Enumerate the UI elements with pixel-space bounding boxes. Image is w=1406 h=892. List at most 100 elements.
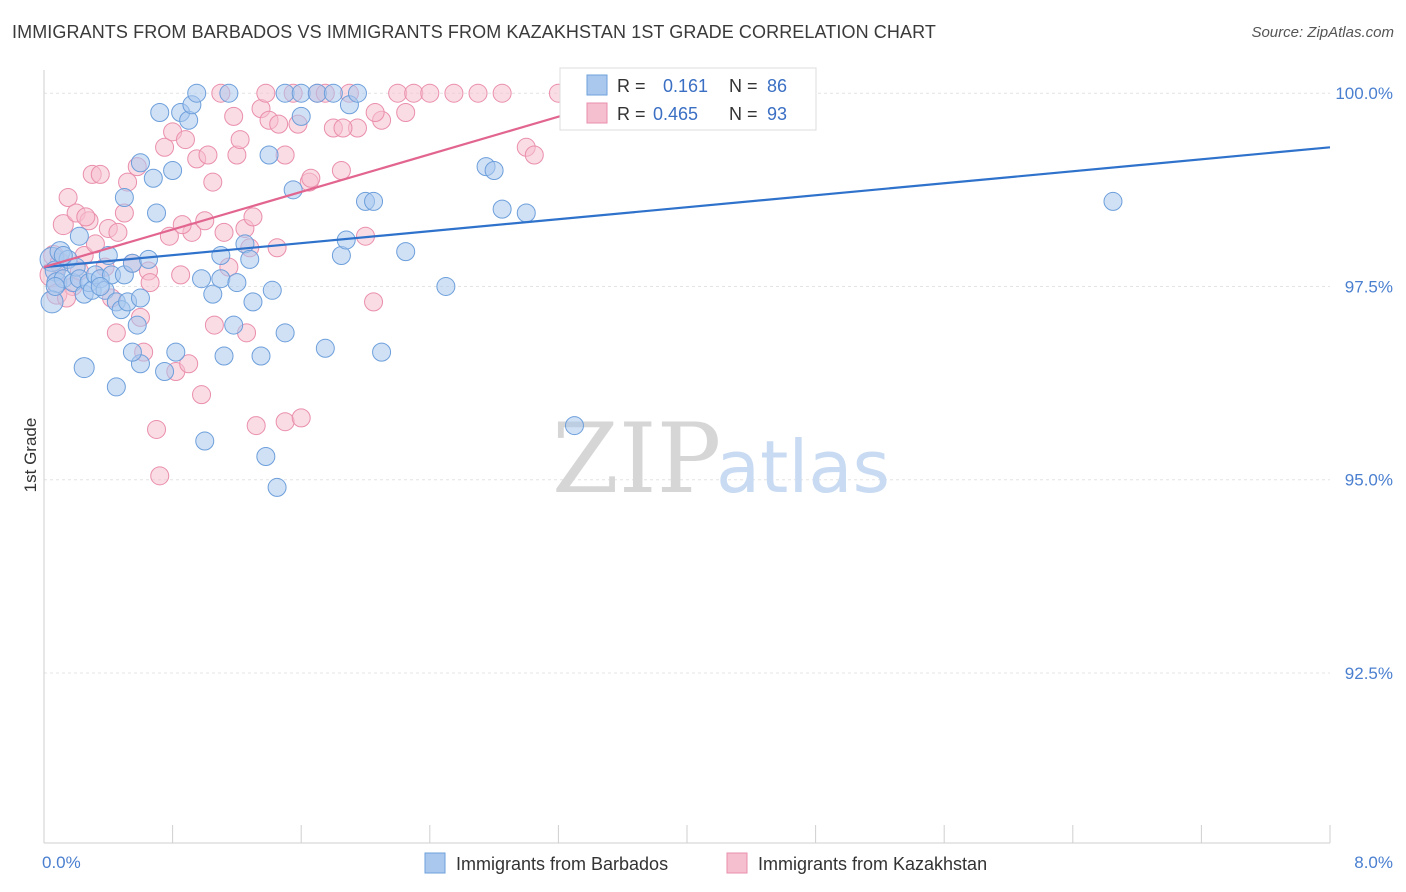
- y-axis-label: 1st Grade: [21, 418, 40, 493]
- stats-n-kazakhstan: 93: [767, 104, 787, 124]
- trend-line-barbados: [43, 146, 1331, 269]
- point-barbados-33: [130, 153, 150, 173]
- point-barbados-58: [256, 447, 276, 466]
- point-barbados-55: [240, 249, 260, 269]
- source-credit: Source: ZipAtlas.com: [1251, 24, 1394, 41]
- point-barbados-53: [227, 273, 247, 293]
- point-kazakhstan-49: [246, 416, 266, 436]
- legend-swatch-barbados: [424, 852, 446, 874]
- point-barbados-56: [243, 292, 263, 312]
- point-kazakhstan-44: [227, 145, 247, 165]
- point-barbados-29: [106, 377, 126, 397]
- legend-swatch-kazakhstan: [726, 852, 748, 874]
- grid-lines: [44, 92, 1330, 674]
- point-kazakhstan-84: [108, 222, 128, 242]
- point-kazakhstan-75: [492, 83, 512, 103]
- point-barbados-80: [484, 160, 504, 180]
- point-barbados-34: [138, 249, 158, 269]
- point-barbados-45: [192, 269, 212, 289]
- point-barbados-47: [203, 284, 223, 304]
- trend-line-kazakhstan: [43, 92, 640, 269]
- chart-title: IMMIGRANTS FROM BARBADOS VS IMMIGRANTS F…: [12, 22, 936, 42]
- stats-n-barbados: 86: [767, 76, 787, 96]
- point-barbados-69: [323, 83, 343, 103]
- point-barbados-38: [155, 361, 175, 381]
- stats-r-label-barbados: R =: [617, 76, 646, 96]
- point-barbados-83: [564, 416, 584, 436]
- point-kazakhstan-55: [275, 412, 295, 432]
- point-kazakhstan-90: [301, 168, 321, 188]
- point-barbados-68: [315, 338, 335, 358]
- x-tick-label-0: 0.0%: [42, 853, 81, 872]
- point-barbados-51: [219, 83, 239, 103]
- point-kazakhstan-70: [396, 103, 416, 123]
- point-barbados-40: [166, 342, 186, 362]
- point-barbados-48: [211, 269, 231, 289]
- point-kazakhstan-38: [198, 145, 218, 165]
- legend-label-kazakhstan: Immigrants from Kazakhstan: [758, 854, 987, 874]
- point-barbados-76: [372, 342, 392, 362]
- point-barbados-75: [364, 191, 384, 211]
- bottom-legend: Immigrants from Barbados Immigrants from…: [424, 852, 987, 874]
- point-kazakhstan-63: [331, 160, 351, 180]
- point-barbados-37: [150, 103, 170, 123]
- legend-label-barbados: Immigrants from Barbados: [456, 854, 668, 874]
- point-barbados-27: [73, 357, 95, 379]
- point-barbados-78: [436, 276, 456, 296]
- point-kazakhstan-31: [171, 265, 191, 285]
- series-barbados-points: [39, 83, 1123, 497]
- point-kazakhstan-5: [58, 188, 78, 208]
- point-kazakhstan-17: [106, 323, 126, 343]
- stats-r-barbados: 0.161: [663, 76, 708, 96]
- watermark: ZIP atlas: [552, 403, 890, 515]
- point-kazakhstan-43: [224, 106, 244, 126]
- point-kazakhstan-74: [468, 83, 488, 103]
- point-barbados-66: [291, 83, 311, 103]
- point-barbados-62: [275, 323, 295, 343]
- point-kazakhstan-25: [147, 419, 167, 439]
- point-barbados-77: [396, 242, 416, 262]
- point-kazakhstan-85: [140, 273, 160, 293]
- point-barbados-46: [195, 431, 215, 451]
- stats-swatch-barbados: [586, 74, 608, 96]
- point-barbados-59: [259, 145, 279, 165]
- stats-n-label-kazakhstan: N =: [729, 104, 758, 124]
- point-kazakhstan-27: [155, 137, 175, 157]
- point-kazakhstan-71: [404, 83, 424, 103]
- point-barbados-28: [90, 276, 110, 296]
- stats-r-label-kazakhstan: R =: [617, 104, 646, 124]
- axes: [43, 70, 1331, 844]
- point-kazakhstan-33: [179, 354, 199, 374]
- point-barbados-65: [291, 106, 311, 126]
- point-kazakhstan-69: [388, 83, 408, 103]
- point-kazakhstan-58: [291, 408, 311, 428]
- point-kazakhstan-53: [267, 238, 287, 258]
- point-kazakhstan-4: [52, 214, 74, 236]
- point-kazakhstan-87: [204, 315, 224, 335]
- point-kazakhstan-54: [275, 145, 295, 165]
- point-barbados-30: [114, 188, 134, 208]
- point-kazakhstan-13: [90, 164, 110, 184]
- point-kazakhstan-45: [230, 130, 250, 150]
- point-barbados-81: [492, 199, 512, 219]
- point-kazakhstan-72: [420, 83, 440, 103]
- point-kazakhstan-48: [243, 207, 263, 227]
- point-barbados-21: [122, 253, 142, 273]
- trend-lines: [43, 92, 1331, 269]
- y-tick-label-2: 95.0%: [1345, 471, 1393, 490]
- point-kazakhstan-91: [333, 118, 353, 138]
- point-kazakhstan-89: [269, 114, 289, 134]
- point-kazakhstan-36: [192, 385, 212, 405]
- point-barbados-57: [251, 346, 271, 366]
- point-barbados-67: [307, 83, 327, 103]
- point-barbados-36: [147, 203, 167, 223]
- point-barbados-64: [283, 180, 303, 200]
- point-kazakhstan-39: [203, 172, 223, 192]
- point-barbados-32: [130, 288, 150, 308]
- point-barbados-35: [143, 168, 163, 188]
- point-barbados-73: [347, 83, 367, 103]
- point-barbados-63: [275, 83, 295, 103]
- point-kazakhstan-32: [175, 130, 195, 150]
- point-barbados-61: [267, 477, 287, 497]
- point-barbados-82: [516, 203, 536, 223]
